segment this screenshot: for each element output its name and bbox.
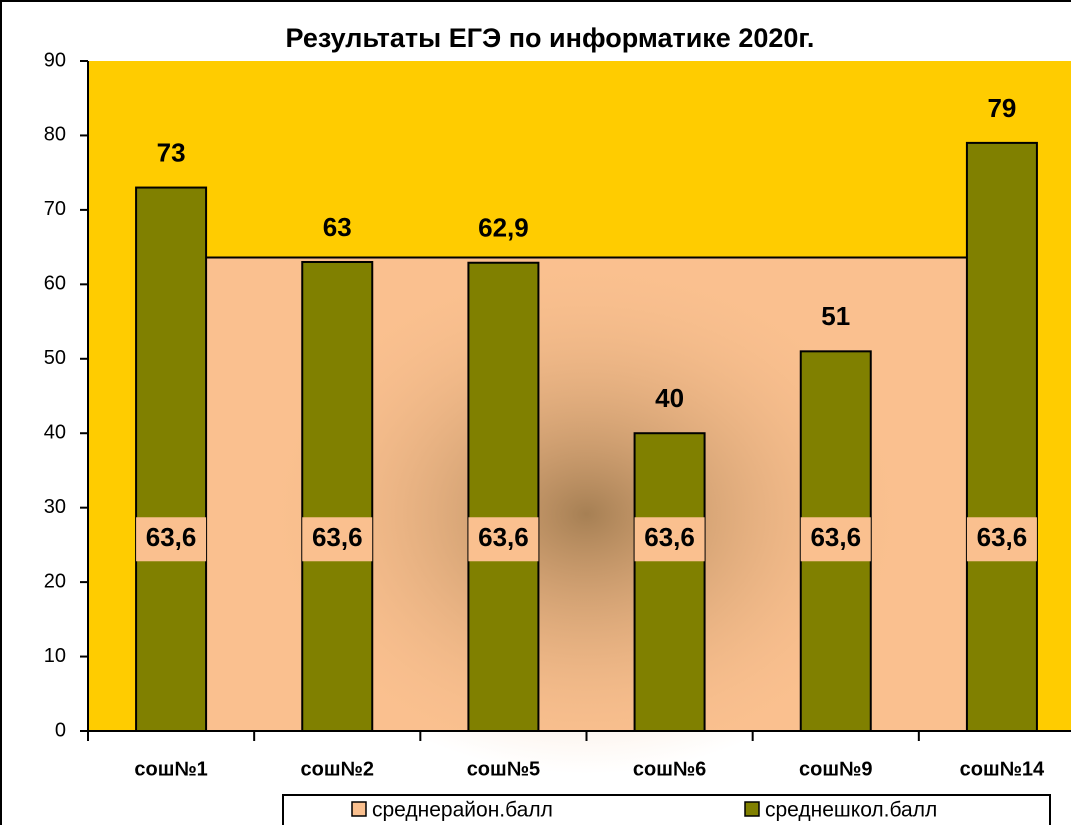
legend-box <box>282 794 1051 825</box>
area-shading <box>256 254 917 775</box>
bar <box>301 261 374 732</box>
area-label-background <box>800 517 871 562</box>
y-tick-label: 50 <box>44 347 66 369</box>
bar-value-label: 79 <box>987 93 1016 123</box>
area-label-background <box>136 517 207 562</box>
y-tick-label: 20 <box>44 570 66 592</box>
area-label-background <box>634 517 705 562</box>
chart-title: Результаты ЕГЭ по информатике 2020г. <box>286 23 815 53</box>
y-tick-label: 90 <box>44 49 66 71</box>
y-tick-label: 0 <box>55 719 66 741</box>
legend-swatch <box>744 801 760 817</box>
area-label-background <box>966 517 1037 562</box>
x-tick-label: сош№5 <box>467 758 540 780</box>
x-tick-label: сош№14 <box>960 758 1045 780</box>
x-tick-label: сош№1 <box>134 758 207 780</box>
bar-value-label: 40 <box>655 383 684 413</box>
x-tick-label: сош№9 <box>799 758 872 780</box>
bar-value-label: 63 <box>323 212 352 242</box>
y-tick-label: 40 <box>44 422 66 444</box>
area-value-label: 63,6 <box>312 522 363 552</box>
bar-value-label: 62,9 <box>478 213 529 243</box>
area-value-label: 63,6 <box>977 522 1028 552</box>
bar <box>633 432 706 732</box>
legend-swatch <box>351 801 367 817</box>
area-value-label: 63,6 <box>810 522 861 552</box>
bar <box>965 141 1038 732</box>
y-tick-label: 60 <box>44 273 66 295</box>
area-value-label: 63,6 <box>478 522 529 552</box>
y-tick-label: 80 <box>44 124 66 146</box>
area-value-label: 63,6 <box>644 522 695 552</box>
bar-value-label: 51 <box>821 301 850 331</box>
area-value-label: 63,6 <box>146 522 197 552</box>
area-label-background <box>468 517 539 562</box>
y-tick-label: 10 <box>44 645 66 667</box>
bar <box>135 186 208 733</box>
y-tick-label: 30 <box>44 496 66 518</box>
bar-value-label: 73 <box>157 137 186 167</box>
y-tick-label: 70 <box>44 198 66 220</box>
x-tick-label: сош№6 <box>633 758 706 780</box>
legend-label: среднешкол.балл <box>765 799 937 822</box>
area-label-background <box>302 517 373 562</box>
bar <box>467 261 540 732</box>
x-tick-label: сош№2 <box>301 758 374 780</box>
legend-label: среднерайон.балл <box>372 799 553 822</box>
